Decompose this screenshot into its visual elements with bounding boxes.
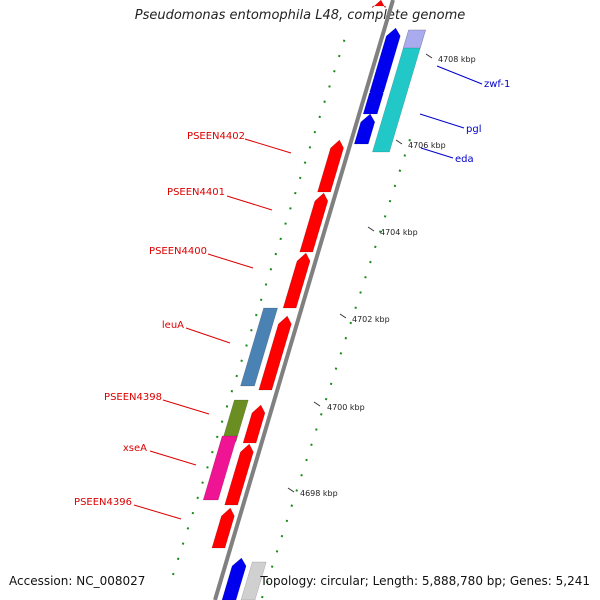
gene-label: eda <box>455 154 474 165</box>
tick-label: 4706 kbp <box>408 141 446 150</box>
tick-mark <box>367 226 375 232</box>
leader-line <box>226 195 273 211</box>
guide-dots-right <box>261 129 414 599</box>
gene-PSEEN4398-block <box>221 399 249 443</box>
gene-arrow-red <box>317 139 344 193</box>
gene-arrow-red <box>242 404 266 444</box>
gene-arrow-blue <box>362 84 384 115</box>
tick-label: 4702 kbp <box>352 315 390 324</box>
gene-arrow-red <box>224 443 254 506</box>
topology-label: Topology: circular; Length: 5,888,780 bp… <box>260 574 590 588</box>
gene-label: zwf-1 <box>484 79 510 90</box>
gene-arrow-blue <box>221 557 247 600</box>
leader-line <box>419 113 465 129</box>
gene-label: PSEEN4401 <box>167 187 225 198</box>
gene-label: PSEEN4398 <box>104 392 162 403</box>
leader-line <box>207 253 254 269</box>
tick-label: 4700 kbp <box>327 403 365 412</box>
tick-mark <box>287 487 295 493</box>
gene-label: PSEEN4396 <box>74 497 132 508</box>
tick-label: 4704 kbp <box>380 228 418 237</box>
leader-line <box>244 138 292 154</box>
tick-label: 4708 kbp <box>438 55 476 64</box>
gene-label: xseA <box>123 443 147 454</box>
gene-label: leuA <box>162 320 184 331</box>
gene-label: PSEEN4400 <box>149 246 207 257</box>
gene-lavender-block <box>402 29 426 49</box>
gene-xseA-block <box>202 435 238 501</box>
gene-label: pgl <box>466 124 481 135</box>
accession-label: Accession: NC_008027 <box>9 574 146 588</box>
gene-leuA-block <box>240 307 278 387</box>
gene-arrow-red <box>258 315 292 391</box>
gene-arrow-red <box>299 192 329 253</box>
tick-mark <box>395 139 403 145</box>
leader-line <box>436 65 483 85</box>
genome-backbone <box>213 0 395 600</box>
leader-line <box>149 450 197 466</box>
gene-arrow-red <box>371 0 387 9</box>
tick-mark <box>313 401 321 407</box>
map-title: Pseudomonas entomophila L48, complete ge… <box>134 8 466 23</box>
gene-arrow-red <box>282 252 311 309</box>
gene-arrow-blue <box>353 113 376 145</box>
gene-arrow-red <box>211 507 235 549</box>
gene-gray-block <box>240 561 267 600</box>
leader-line <box>162 399 210 415</box>
leader-line <box>133 504 182 520</box>
leader-line <box>420 147 454 159</box>
tick-label: 4698 kbp <box>300 489 338 498</box>
gene-label: PSEEN4402 <box>187 131 245 142</box>
tick-mark <box>425 53 433 59</box>
tick-mark <box>339 313 347 319</box>
leader-line <box>185 327 231 344</box>
